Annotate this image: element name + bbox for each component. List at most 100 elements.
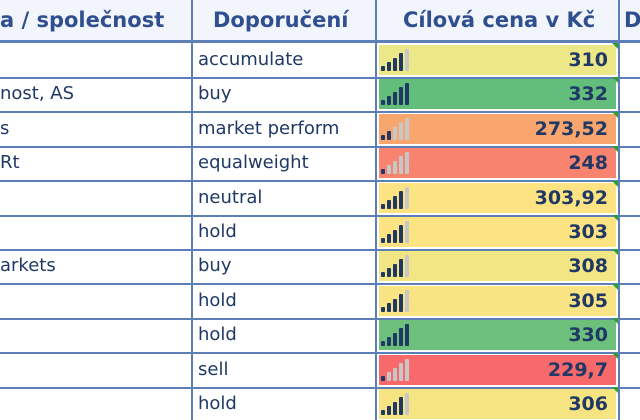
company-cell[interactable]: Rt xyxy=(0,146,193,181)
signal-bar xyxy=(405,324,409,347)
target-price-cell[interactable]: 305 xyxy=(377,283,620,318)
recommendation-cell[interactable]: buy xyxy=(193,249,377,284)
target-price-cell[interactable]: 310 xyxy=(377,43,620,77)
next-column-cell[interactable] xyxy=(620,215,640,249)
signal-bar xyxy=(387,337,391,347)
color-scale-fill xyxy=(379,182,616,213)
table-row: s market perform 273,52 xyxy=(0,111,640,148)
header-company[interactable]: a / společnost xyxy=(0,0,193,40)
company-cell[interactable] xyxy=(0,352,193,387)
comment-indicator-icon xyxy=(612,215,618,221)
recommendation-cell[interactable]: hold xyxy=(193,283,377,318)
header-next[interactable]: D xyxy=(620,0,640,40)
signal-bar xyxy=(381,375,385,381)
table-row: hold 330 xyxy=(0,318,640,355)
signal-bar xyxy=(393,298,397,312)
recommendation-cell[interactable]: market perform xyxy=(193,111,377,146)
comment-indicator-icon xyxy=(612,180,618,187)
signal-bars-icon xyxy=(381,83,409,106)
header-row: a / společnost Doporučení Cílová cena v … xyxy=(0,0,640,43)
next-column-cell[interactable] xyxy=(620,43,640,77)
comment-indicator-icon xyxy=(612,387,618,393)
signal-bar xyxy=(393,333,397,347)
target-price-cell[interactable]: 229,7 xyxy=(377,352,620,387)
company-cell[interactable]: s xyxy=(0,111,193,146)
next-column-cell[interactable] xyxy=(620,249,640,283)
next-column-cell[interactable] xyxy=(620,146,640,180)
comment-indicator-icon xyxy=(612,111,618,118)
target-price-value: 303,92 xyxy=(534,186,608,209)
header-recommendation[interactable]: Doporučení xyxy=(193,0,377,40)
signal-bar xyxy=(405,221,409,243)
header-target-price[interactable]: Cílová cena v Kč xyxy=(377,0,620,40)
company-cell[interactable] xyxy=(0,283,193,318)
target-price-value: 273,52 xyxy=(534,117,608,140)
company-cell[interactable]: nost, AS xyxy=(0,77,193,112)
recommendation-value: sell xyxy=(198,358,229,380)
target-price-cell[interactable]: 303,92 xyxy=(377,180,620,215)
company-cell[interactable]: arkets xyxy=(0,249,193,284)
signal-bar xyxy=(393,402,397,415)
signal-bar xyxy=(387,199,391,209)
company-cell[interactable] xyxy=(0,215,193,249)
target-price-cell[interactable]: 306 xyxy=(377,387,620,420)
header-next-label: D xyxy=(624,8,640,32)
color-scale-fill xyxy=(379,285,616,316)
target-price-value: 229,7 xyxy=(547,358,608,381)
signal-bar xyxy=(387,406,391,415)
signal-bars-icon xyxy=(381,255,409,278)
company-name: nost, AS xyxy=(0,83,75,105)
comment-indicator-icon xyxy=(612,352,618,359)
company-cell[interactable] xyxy=(0,387,193,420)
target-price-cell[interactable]: 248 xyxy=(377,146,620,181)
signal-bar xyxy=(381,203,385,209)
signal-bar xyxy=(405,393,409,415)
signal-bar xyxy=(381,306,385,312)
signal-bar xyxy=(387,371,391,381)
color-scale-fill xyxy=(379,217,616,247)
signal-bars-icon xyxy=(381,152,409,175)
next-column-cell[interactable] xyxy=(620,181,640,215)
signal-bar xyxy=(399,397,403,415)
next-column-cell[interactable] xyxy=(620,112,640,146)
signal-bar xyxy=(393,126,397,140)
recommendation-value: hold xyxy=(198,221,237,242)
target-price-cell[interactable]: 303 xyxy=(377,215,620,249)
company-cell[interactable] xyxy=(0,180,193,215)
recommendation-cell[interactable]: hold xyxy=(193,215,377,249)
signal-bar xyxy=(399,328,403,347)
recommendation-cell[interactable]: accumulate xyxy=(193,43,377,77)
target-price-cell[interactable]: 308 xyxy=(377,249,620,284)
next-column-cell[interactable] xyxy=(620,387,640,420)
target-price-value: 310 xyxy=(568,49,608,71)
target-price-value: 308 xyxy=(568,255,608,278)
recommendation-cell[interactable]: buy xyxy=(193,77,377,112)
recommendation-cell[interactable]: hold xyxy=(193,318,377,353)
target-price-cell[interactable]: 330 xyxy=(377,318,620,353)
company-cell[interactable] xyxy=(0,43,193,77)
recommendation-cell[interactable]: equalweight xyxy=(193,146,377,181)
signal-bar xyxy=(387,96,391,106)
signal-bar xyxy=(381,66,385,71)
signal-bar xyxy=(405,289,409,312)
recommendation-value: market perform xyxy=(198,117,340,139)
color-scale-fill xyxy=(379,79,616,110)
target-price-cell[interactable]: 273,52 xyxy=(377,111,620,146)
table-row: hold 305 xyxy=(0,283,640,320)
next-column-cell[interactable] xyxy=(620,353,640,387)
recommendation-value: hold xyxy=(198,289,237,311)
company-cell[interactable] xyxy=(0,318,193,353)
target-price-value: 305 xyxy=(568,289,608,312)
recommendation-cell[interactable]: hold xyxy=(193,387,377,420)
company-name: arkets xyxy=(0,255,56,277)
target-price-cell[interactable]: 332 xyxy=(377,77,620,112)
recommendation-cell[interactable]: neutral xyxy=(193,180,377,215)
next-column-cell[interactable] xyxy=(620,318,640,352)
table-row: hold 306 xyxy=(0,387,640,420)
recommendation-cell[interactable]: sell xyxy=(193,352,377,387)
signal-bar xyxy=(387,268,391,278)
target-price-value: 303 xyxy=(568,221,608,243)
next-column-cell[interactable] xyxy=(620,77,640,111)
next-column-cell[interactable] xyxy=(620,284,640,318)
